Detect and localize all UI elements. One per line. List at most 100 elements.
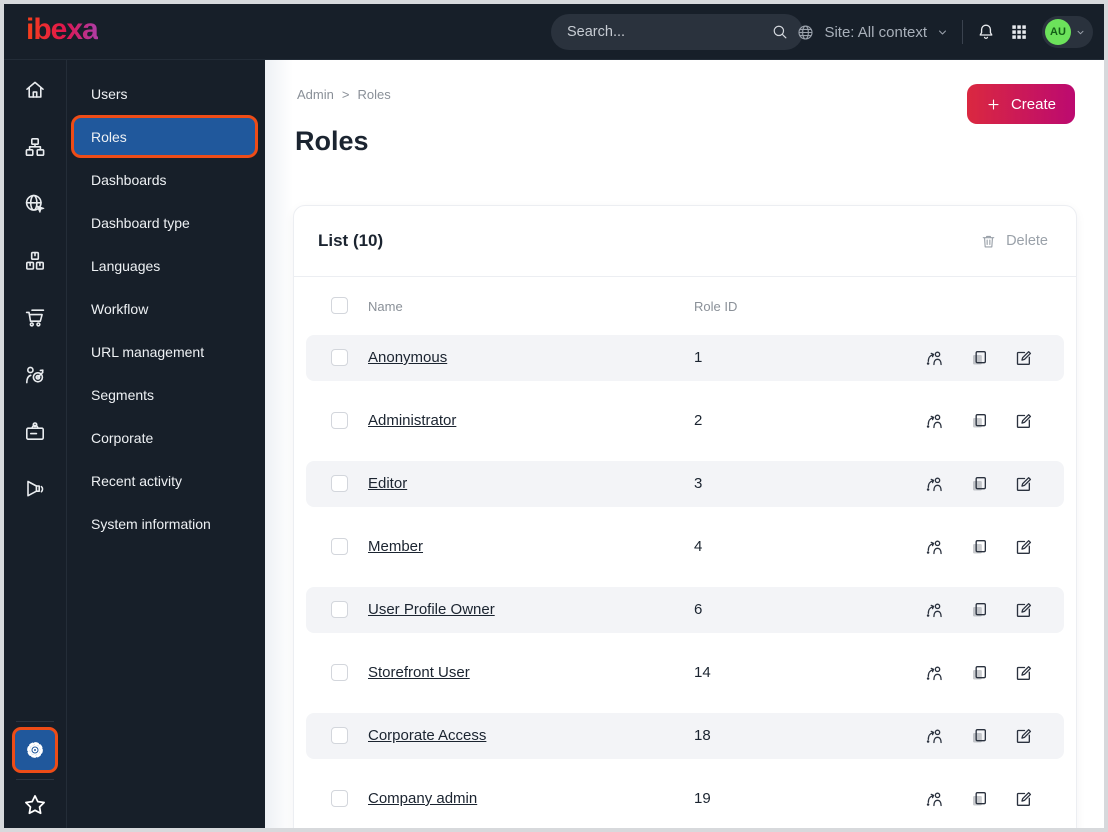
user-menu[interactable]: AU	[1042, 16, 1093, 48]
sidebar-item-dashboard-type[interactable]: Dashboard type	[67, 201, 265, 244]
sidebar-item-url-management[interactable]: URL management	[67, 330, 265, 373]
copy-role-button[interactable]	[969, 600, 989, 620]
edit-role-button[interactable]	[1014, 474, 1034, 494]
row-actions	[924, 789, 1034, 809]
table-row: Anonymous 1	[306, 335, 1064, 381]
global-search[interactable]	[551, 14, 803, 50]
edit-role-button[interactable]	[1014, 411, 1034, 431]
row-actions	[924, 411, 1034, 431]
site-context-selector[interactable]: Site: All context	[796, 23, 949, 42]
table-row: Administrator 2	[306, 398, 1064, 444]
nav-rail-item-settings[interactable]	[12, 727, 58, 773]
copy-role-button[interactable]	[969, 789, 989, 809]
row-checkbox[interactable]	[331, 664, 348, 681]
assign-role-button[interactable]	[924, 726, 944, 746]
nav-rail-item-personalization[interactable]	[23, 363, 47, 387]
table-row: Member 4	[306, 524, 1064, 570]
select-all-checkbox[interactable]	[331, 297, 348, 314]
role-name-link[interactable]: Administrator	[368, 412, 457, 429]
assign-role-button[interactable]	[924, 411, 944, 431]
nav-rail-item-content-structure[interactable]	[23, 135, 47, 159]
edit-role-button[interactable]	[1014, 348, 1034, 368]
copy-role-button[interactable]	[969, 537, 989, 557]
row-checkbox[interactable]	[331, 727, 348, 744]
breadcrumb-admin[interactable]: Admin	[297, 87, 334, 102]
edit-role-button[interactable]	[1014, 789, 1034, 809]
role-id-value: 18	[694, 727, 711, 744]
assign-icon	[924, 474, 944, 494]
ibexa-logo: ibexa	[26, 13, 99, 46]
role-name-link[interactable]: Storefront User	[368, 664, 470, 681]
copy-role-button[interactable]	[969, 411, 989, 431]
row-checkbox[interactable]	[331, 349, 348, 366]
nav-rail-item-marketing[interactable]	[23, 477, 47, 501]
copy-icon	[969, 348, 989, 368]
row-checkbox[interactable]	[331, 538, 348, 555]
column-header-role-id: Role ID	[694, 299, 738, 314]
assign-role-button[interactable]	[924, 600, 944, 620]
role-name-link[interactable]: User Profile Owner	[368, 601, 495, 618]
sidebar-item-roles[interactable]: Roles	[71, 115, 258, 158]
sidebar-item-label: Recent activity	[91, 472, 183, 489]
nav-rail-item-home[interactable]	[23, 78, 47, 102]
edit-role-button[interactable]	[1014, 663, 1034, 683]
nav-rail-item-commerce[interactable]	[23, 306, 47, 330]
sidebar-item-recent-activity[interactable]: Recent activity	[67, 459, 265, 502]
row-checkbox[interactable]	[331, 412, 348, 429]
globe-icon	[796, 23, 815, 42]
copy-role-button[interactable]	[969, 663, 989, 683]
bell-icon[interactable]	[976, 22, 996, 42]
assign-role-button[interactable]	[924, 537, 944, 557]
nav-rail-item-bookmarks[interactable]	[22, 792, 48, 818]
app-grid-icon[interactable]	[1009, 22, 1029, 42]
copy-role-button[interactable]	[969, 474, 989, 494]
product-catalog-icon	[23, 249, 47, 273]
nav-rail-item-product-catalog[interactable]	[23, 249, 47, 273]
sidebar-item-workflow[interactable]: Workflow	[67, 287, 265, 330]
role-name-link[interactable]: Anonymous	[368, 349, 448, 366]
site-context-label: Site: All context	[824, 23, 927, 41]
copy-icon	[969, 537, 989, 557]
edit-role-button[interactable]	[1014, 537, 1034, 557]
rail-divider	[16, 721, 54, 722]
create-button[interactable]: Create	[966, 84, 1075, 124]
sidebar-item-users[interactable]: Users	[67, 72, 265, 115]
role-name-link[interactable]: Company admin	[368, 790, 478, 807]
delete-button[interactable]: Delete	[980, 233, 1048, 250]
content-structure-icon	[23, 135, 47, 159]
assign-role-button[interactable]	[924, 789, 944, 809]
assign-role-button[interactable]	[924, 474, 944, 494]
rail-divider	[16, 779, 54, 780]
corporate-icon	[23, 420, 47, 444]
edit-role-button[interactable]	[1014, 600, 1034, 620]
chevron-down-icon	[1075, 27, 1086, 38]
copy-icon	[969, 789, 989, 809]
table-row: Storefront User 14	[306, 650, 1064, 696]
sidebar-item-corporate[interactable]: Corporate	[67, 416, 265, 459]
table-header-row: Name Role ID	[294, 277, 1076, 335]
top-bar-divider	[962, 20, 963, 44]
nav-rail-item-site[interactable]	[23, 192, 47, 216]
assign-role-button[interactable]	[924, 663, 944, 683]
assign-role-button[interactable]	[924, 348, 944, 368]
row-actions	[924, 663, 1034, 683]
row-checkbox[interactable]	[331, 475, 348, 492]
assign-icon	[924, 726, 944, 746]
search-icon	[771, 23, 789, 41]
nav-rail-item-corporate[interactable]	[23, 420, 47, 444]
role-name-link[interactable]: Editor	[368, 475, 408, 492]
copy-role-button[interactable]	[969, 726, 989, 746]
sidebar-item-segments[interactable]: Segments	[67, 373, 265, 416]
edit-role-button[interactable]	[1014, 726, 1034, 746]
copy-role-button[interactable]	[969, 348, 989, 368]
role-name-link[interactable]: Corporate Access	[368, 727, 487, 744]
sidebar-item-languages[interactable]: Languages	[67, 244, 265, 287]
sidebar-item-dashboards[interactable]: Dashboards	[67, 158, 265, 201]
sidebar-item-system-information[interactable]: System information	[67, 502, 265, 545]
role-name-link[interactable]: Member	[368, 538, 424, 555]
sidebar-item-label: Users	[91, 85, 128, 102]
avatar: AU	[1045, 19, 1071, 45]
row-checkbox[interactable]	[331, 790, 348, 807]
search-input[interactable]	[565, 23, 771, 41]
row-checkbox[interactable]	[331, 601, 348, 618]
